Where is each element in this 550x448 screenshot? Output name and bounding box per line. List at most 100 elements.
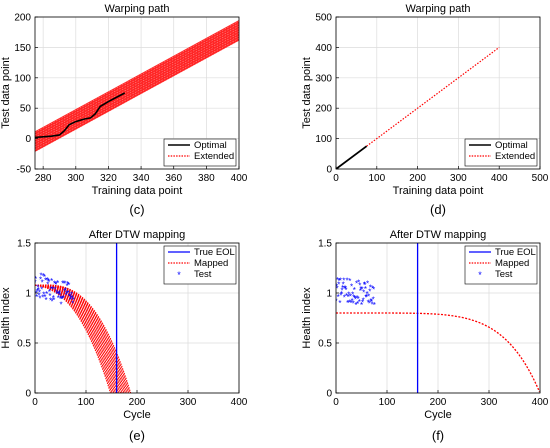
y-tick-label: 0 — [25, 389, 31, 400]
y-axis-label: Health index — [0, 287, 12, 349]
test-point: * — [46, 276, 49, 285]
test-point: * — [54, 281, 57, 290]
test-point: * — [369, 297, 372, 306]
test-point: * — [353, 294, 356, 303]
legend-box — [464, 138, 538, 167]
test-point: * — [360, 301, 363, 310]
x-tick-label: 300 — [180, 397, 197, 408]
test-point: * — [367, 293, 370, 302]
test-point: * — [43, 273, 46, 282]
test-point: * — [55, 289, 58, 298]
test-point: * — [351, 290, 354, 299]
test-point: * — [43, 293, 46, 302]
test-point: * — [356, 294, 359, 303]
x-tick-label: 300 — [481, 397, 498, 408]
y-tick-label: -50 — [17, 165, 32, 176]
test-point: * — [61, 279, 64, 288]
x-axis-label: Training data point — [393, 185, 484, 197]
test-point: * — [52, 296, 55, 305]
test-point: * — [346, 299, 349, 308]
test-point: * — [351, 297, 354, 306]
test-point: * — [342, 276, 345, 285]
test-point: * — [41, 279, 44, 288]
test-point: * — [44, 277, 47, 286]
test-point: * — [38, 295, 41, 304]
y-tick-label: 300 — [315, 73, 332, 84]
test-point: * — [355, 280, 358, 289]
x-axis-label: Cycle — [123, 409, 151, 421]
test-point: * — [337, 293, 340, 302]
x-tick-label: 0 — [333, 173, 339, 184]
chart-title: After DTW mapping — [89, 229, 186, 241]
test-point: * — [47, 277, 50, 286]
test-point: * — [336, 276, 339, 285]
test-point: * — [335, 282, 338, 291]
test-point: * — [41, 294, 44, 303]
test-point: * — [348, 277, 351, 286]
test-point: * — [48, 292, 51, 301]
mapped-curve — [35, 284, 119, 393]
test-point: * — [56, 290, 59, 299]
test-point: * — [51, 298, 54, 307]
test-point: * — [57, 294, 60, 303]
test-point: * — [337, 280, 340, 289]
test-point: * — [69, 296, 72, 305]
y-tick-label: 0 — [326, 165, 332, 176]
legend-entry-label: Extended — [495, 151, 535, 162]
y-axis-label: Health index — [301, 287, 313, 349]
test-point: * — [33, 279, 36, 288]
chart-title: After DTW mapping — [390, 229, 487, 241]
test-point: * — [57, 290, 60, 299]
legend-swatch-test: * — [478, 270, 482, 280]
mapped-curve — [336, 312, 540, 393]
y-axis-label: Test data point — [0, 57, 12, 129]
test-point: * — [357, 295, 360, 304]
test-point: * — [372, 285, 375, 294]
test-point: * — [68, 292, 71, 301]
x-tick-label: 380 — [198, 173, 215, 184]
test-point: * — [38, 289, 41, 298]
y-tick-label: 200 — [315, 104, 332, 115]
test-point: * — [58, 291, 61, 300]
test-point: * — [366, 279, 369, 288]
test-point: * — [70, 290, 73, 299]
test-point: * — [358, 281, 361, 290]
test-point: * — [341, 286, 344, 295]
test-point: * — [361, 298, 364, 307]
chart-panel-1: 280 300 320 340 360 380 400 -50 0 50 100 150 200 Warp… — [0, 3, 248, 217]
test-point: * — [37, 291, 40, 300]
test-point: * — [334, 297, 337, 306]
chart-panel-2: 0 100 200 300 400 500 0 100 200 300 400 500 Warping … — [301, 3, 549, 217]
axes-frame — [335, 16, 541, 170]
test-point: * — [354, 301, 357, 310]
test-point: * — [349, 299, 352, 308]
y-tick-label: 1.5 — [318, 239, 332, 250]
x-tick-label: 100 — [78, 397, 95, 408]
y-tick-label: 1 — [326, 289, 332, 300]
legend-entry-label: True EOL — [194, 247, 235, 258]
test-point: * — [348, 299, 351, 308]
legend-entry-label: Test — [194, 269, 212, 280]
test-point: * — [365, 293, 368, 302]
chart-title: Warping path — [104, 3, 169, 15]
test-point: * — [71, 294, 74, 303]
test-point: * — [339, 291, 342, 300]
test-point: * — [336, 285, 339, 294]
test-point: * — [346, 276, 349, 285]
test-point: * — [343, 294, 346, 303]
x-tick-label: 200 — [430, 397, 447, 408]
test-point: * — [45, 290, 48, 299]
test-point: * — [35, 289, 38, 298]
test-point: * — [369, 283, 372, 292]
test-point: * — [363, 281, 366, 290]
test-point: * — [370, 300, 373, 309]
test-point: * — [51, 285, 54, 294]
x-tick-label: 320 — [100, 173, 117, 184]
y-axis-label: Test data point — [301, 57, 313, 129]
test-point: * — [350, 283, 353, 292]
legend-entry-label: Mapped — [495, 258, 529, 269]
axes-frame — [34, 16, 240, 170]
plot-area: ****************************************… — [334, 243, 540, 393]
plot-area: ****************************************… — [33, 243, 132, 393]
